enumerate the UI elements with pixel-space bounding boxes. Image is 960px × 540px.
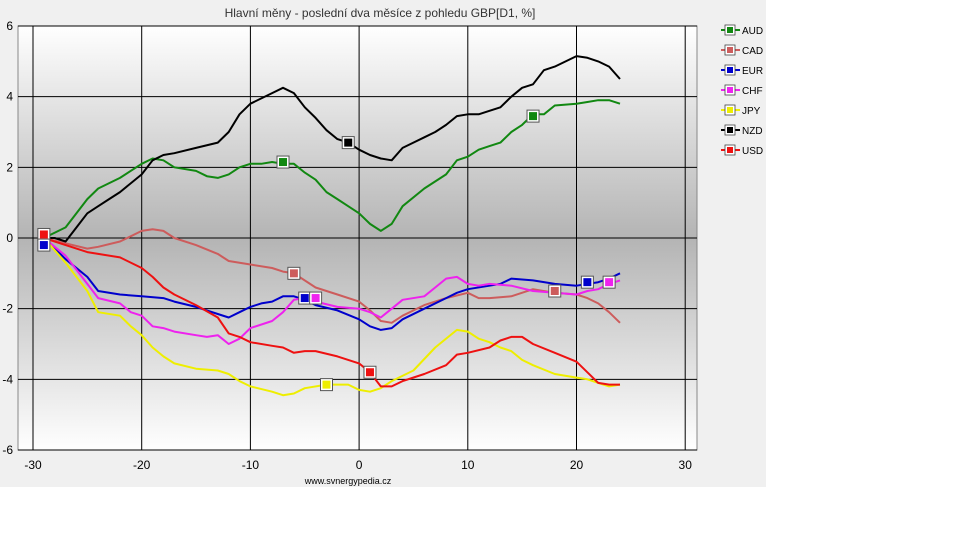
flag-marker-usd	[363, 365, 377, 379]
x-tick-label: -10	[242, 458, 260, 472]
legend-item-aud: AUD	[721, 24, 763, 37]
series-line-chf	[43, 237, 621, 345]
flag-marker-eur	[298, 291, 312, 305]
legend-label: CHF	[742, 86, 763, 97]
flag-marker-nzd	[341, 136, 355, 150]
y-tick-label: 0	[6, 231, 13, 245]
y-tick-label: -6	[2, 443, 13, 457]
y-tick-label: 6	[6, 19, 13, 33]
legend-item-cad: CAD	[721, 44, 763, 57]
x-tick-label: 30	[679, 458, 693, 472]
legend-label: USD	[742, 146, 763, 157]
x-tick-label: 10	[461, 458, 475, 472]
y-tick-label: -2	[2, 302, 13, 316]
flag-marker-aud	[276, 155, 290, 169]
legend-item-nzd: NZD	[721, 124, 763, 137]
legend-label: CAD	[742, 46, 763, 57]
legend-item-usd: USD	[721, 144, 763, 157]
flag-marker-cad	[548, 284, 562, 298]
flag-marker-eur	[37, 238, 51, 252]
legend-item-jpy: JPY	[721, 104, 761, 117]
y-tick-label: -4	[2, 372, 13, 386]
legend-label: EUR	[742, 66, 763, 77]
x-tick-label: -30	[24, 458, 42, 472]
flag-marker-jpy	[319, 378, 333, 392]
flag-marker-eur	[580, 275, 594, 289]
series-line-cad	[43, 228, 621, 324]
legend-label: JPY	[742, 106, 761, 117]
series-line-jpy	[43, 237, 621, 397]
x-tick-label: -20	[133, 458, 151, 472]
legend-label: NZD	[742, 126, 763, 137]
flag-marker-cad	[287, 266, 301, 280]
currency-flag-markers	[37, 109, 616, 392]
chart-panel: -30 -20 -10 0 10 20 30 -6 -4 -2 0 2 4 6 Hlavní měny -…	[0, 0, 766, 487]
y-tick-label: 2	[6, 160, 13, 174]
legend: AUD CAD EUR CHF JPY NZD USD	[721, 24, 763, 157]
series-line-eur	[43, 237, 621, 331]
flag-marker-chf	[602, 275, 616, 289]
flag-marker-chf	[309, 291, 323, 305]
chart-title: Hlavní měny - poslední dva měsíce z pohl…	[225, 6, 536, 20]
source-label: www.svnergypedia.cz	[304, 476, 392, 486]
legend-label: AUD	[742, 26, 763, 37]
x-tick-label: 20	[570, 458, 584, 472]
legend-item-eur: EUR	[721, 64, 763, 77]
series-layer	[43, 55, 621, 397]
series-line-usd	[43, 237, 620, 388]
flag-marker-aud	[526, 109, 540, 123]
y-tick-label: 4	[6, 90, 13, 104]
legend-item-chf: CHF	[721, 84, 763, 97]
x-tick-label: 0	[356, 458, 363, 472]
